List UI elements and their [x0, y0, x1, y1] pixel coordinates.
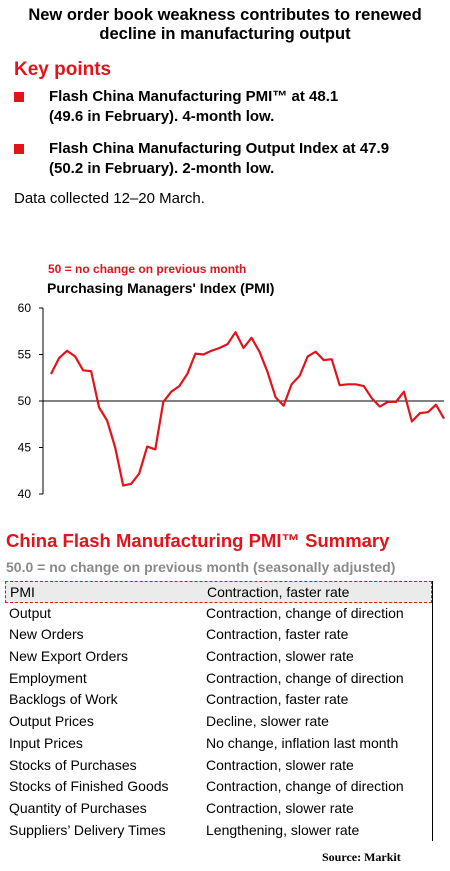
table-row: Input Prices No change, inflation last m… [5, 733, 432, 755]
row-label: Input Prices [9, 734, 83, 751]
y-tick-label: 60 [18, 301, 32, 315]
table-row: Employment Contraction, change of direct… [5, 668, 432, 690]
key-point-1-line-2: (49.6 in February). 4-month low. [49, 108, 275, 125]
key-point-1-line-1: Flash China Manufacturing PMI™ at 48.1 [49, 88, 339, 105]
row-label: Output Prices [9, 713, 94, 730]
pmi-series-line [50, 331, 445, 487]
y-tick-label: 50 [18, 394, 32, 408]
key-point-2-line-2: (50.2 in February). 2-month low. [49, 160, 275, 177]
row-value: Contraction, faster rate [207, 584, 350, 600]
chart-note: 50 = no change on previous month [48, 262, 247, 276]
chart-title: Purchasing Managers' Index (PMI) [47, 280, 275, 296]
row-value: Contraction, faster rate [206, 626, 349, 643]
row-label: Quantity of Purchases [9, 799, 147, 816]
row-value: Contraction, faster rate [206, 691, 349, 708]
row-label: Stocks of Finished Goods [9, 778, 169, 795]
bullet-square-icon [14, 144, 24, 154]
row-value: Contraction, slower rate [206, 648, 354, 665]
row-label: Employment [9, 669, 87, 686]
summary-table: PMI Contraction, faster rate Output Cont… [5, 581, 433, 842]
source-note: Source: Markit [322, 850, 401, 864]
row-label: Suppliers’ Delivery Times [9, 821, 166, 838]
pmi-line-chart: 60 55 50 45 40 [18, 301, 445, 501]
row-value: Contraction, slower rate [206, 756, 354, 773]
table-row: Output Prices Decline, slower rate [5, 711, 432, 733]
y-tick-label: 40 [18, 487, 32, 501]
table-row: Stocks of Purchases Contraction, slower … [5, 755, 432, 777]
row-value: Lengthening, slower rate [206, 821, 360, 838]
table-row: Output Contraction, change of direction [5, 603, 432, 625]
key-points-title: Key points [14, 59, 112, 80]
row-label: Stocks of Purchases [9, 756, 137, 773]
table-row-pmi: PMI Contraction, faster rate [5, 581, 432, 603]
table-row: Quantity of Purchases Contraction, slowe… [5, 798, 432, 820]
row-value: Contraction, slower rate [206, 799, 354, 816]
row-label: Output [9, 604, 52, 621]
row-value: No change, inflation last month [206, 734, 399, 751]
key-point-2-line-1: Flash China Manufacturing Output Index a… [49, 140, 390, 157]
summary-title: China Flash Manufacturing PMI™ Summary [6, 530, 390, 551]
bullet-square-icon [14, 92, 24, 102]
headline-line-1: New order book weakness contributes to r… [28, 6, 422, 24]
row-label: New Export Orders [9, 648, 129, 665]
table-row: Stocks of Finished Goods Contraction, ch… [5, 776, 432, 798]
headline-line-2: decline in manufacturing output [99, 25, 351, 43]
headline: New order book weakness contributes to r… [0, 6, 450, 44]
y-tick-label: 45 [18, 441, 32, 455]
table-row: Backlogs of Work Contraction, faster rat… [5, 689, 432, 711]
data-collected-note: Data collected 12–20 March. [14, 190, 205, 207]
row-label: Backlogs of Work [9, 691, 118, 708]
y-tick-label: 55 [18, 348, 32, 362]
table-row: New Orders Contraction, faster rate [5, 624, 432, 646]
table-row: New Export Orders Contraction, slower ra… [5, 646, 432, 668]
row-value: Contraction, change of direction [206, 669, 404, 686]
summary-subtitle: 50.0 = no change on previous month (seas… [6, 559, 396, 575]
row-value: Decline, slower rate [206, 713, 329, 730]
row-value: Contraction, change of direction [206, 604, 404, 621]
table-row: Suppliers’ Delivery Times Lengthening, s… [5, 820, 432, 842]
row-label: New Orders [9, 626, 84, 643]
row-value: Contraction, change of direction [206, 778, 404, 795]
row-label: PMI [10, 584, 35, 600]
